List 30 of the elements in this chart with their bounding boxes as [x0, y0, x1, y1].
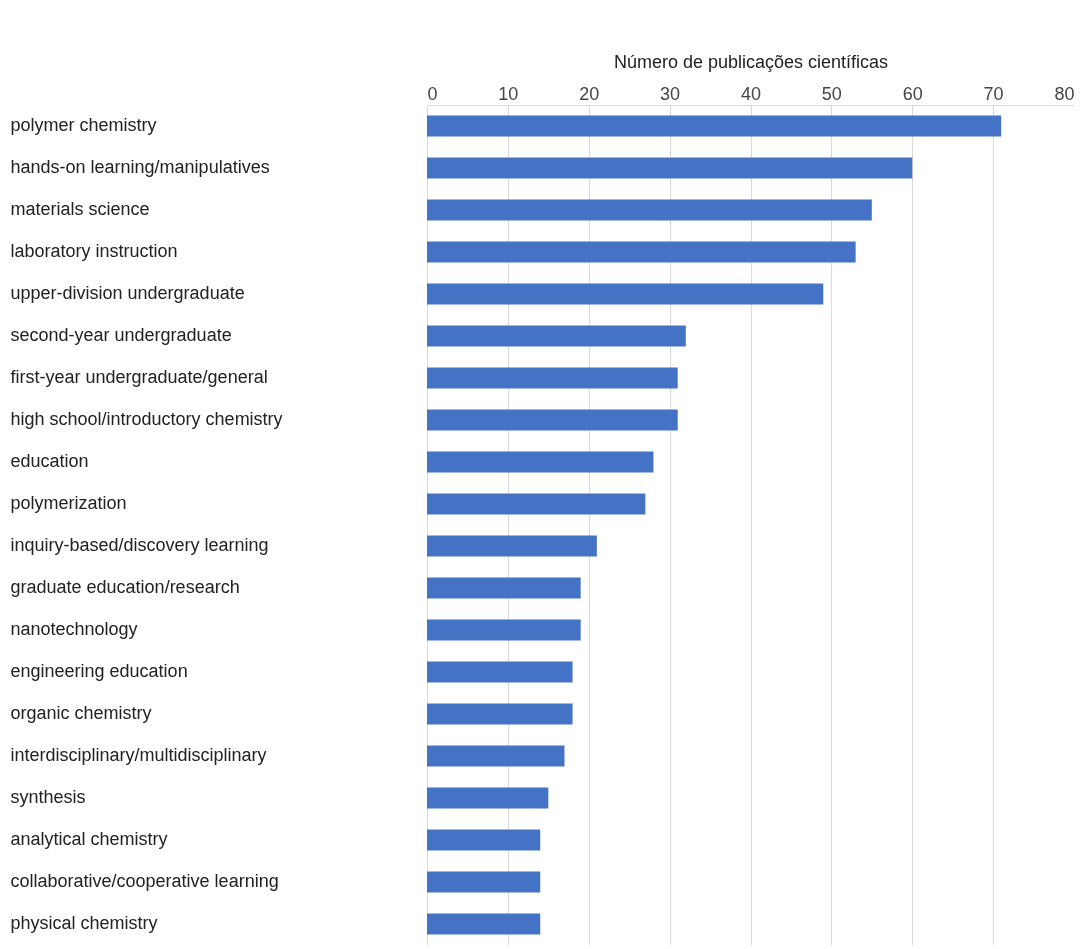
x-tick-label: 80	[1054, 83, 1075, 104]
x-tick-label: 20	[579, 83, 600, 104]
x-tick-label: 30	[660, 83, 681, 104]
x-tick-label: 50	[821, 83, 842, 104]
y-tick-label: graduate education/research	[10, 577, 240, 597]
y-tick-label: engineering education	[10, 661, 188, 681]
y-tick-label: inquiry-based/discovery learning	[10, 535, 269, 555]
y-tick-label: education	[10, 451, 89, 471]
x-tick-label: 40	[740, 83, 762, 104]
x-tick-label: 0	[427, 83, 438, 104]
y-tick-label: high school/introductory chemistry	[10, 409, 283, 429]
y-tick-label: second-year undergraduate	[10, 325, 232, 345]
y-tick-label: laboratory instruction	[10, 241, 178, 261]
y-tick-label: materials science	[10, 199, 150, 219]
y-tick-label: analytical chemistry	[10, 829, 168, 849]
x-tick-label: 60	[902, 83, 923, 104]
y-tick-label: synthesis	[10, 787, 86, 807]
y-tick-label: physical chemistry	[10, 913, 158, 933]
y-tick-label: collaborative/cooperative learning	[10, 871, 279, 891]
y-tick-label: polymer chemistry	[10, 115, 157, 135]
y-tick-label: upper-division undergraduate	[10, 283, 245, 303]
y-tick-label: polymerization	[10, 493, 127, 513]
x-tick-label: 10	[498, 83, 519, 104]
x-tick-label: 70	[983, 83, 1004, 104]
y-tick-label: interdisciplinary/multidisciplinary	[10, 745, 267, 765]
x-axis-title: Número de publicações científicas	[613, 51, 889, 72]
y-tick-label: first-year undergraduate/general	[10, 367, 268, 387]
y-tick-label: nanotechnology	[10, 619, 138, 639]
y-tick-label: organic chemistry	[10, 703, 152, 723]
y-tick-label: hands-on learning/manipulatives	[10, 157, 270, 177]
